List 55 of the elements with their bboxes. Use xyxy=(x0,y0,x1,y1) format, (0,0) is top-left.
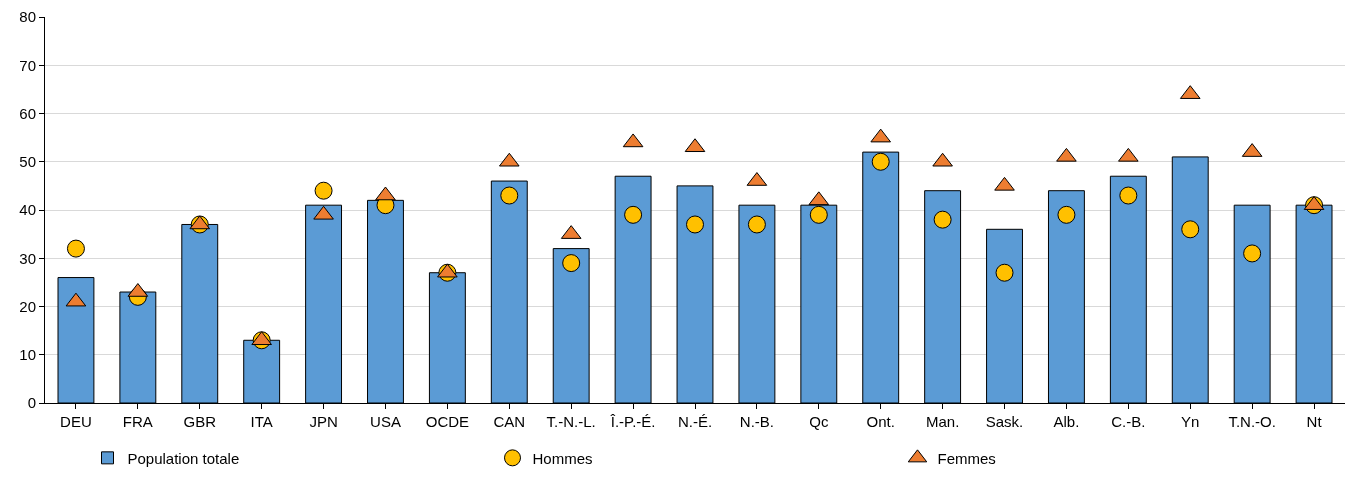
y-tick-label: 70 xyxy=(19,56,36,74)
x-tick-label: JPN xyxy=(309,413,338,430)
y-tick-label: 30 xyxy=(19,249,36,267)
point xyxy=(1118,147,1139,162)
x-tick-label: ITA xyxy=(250,413,273,430)
x-tick-label: USA xyxy=(370,413,401,430)
point xyxy=(1243,244,1262,263)
point xyxy=(932,152,953,167)
x-tick-label: N.-É. xyxy=(677,413,713,430)
x-tick-label: N.-B. xyxy=(739,413,774,430)
y-tick-label: 0 xyxy=(27,394,36,412)
x-tick-label: Alb. xyxy=(1053,413,1080,430)
y-tick-label: 20 xyxy=(19,297,36,315)
point xyxy=(1119,186,1138,205)
point xyxy=(933,210,952,229)
legend-label: Hommes xyxy=(532,449,593,467)
x-tick-label: Man. xyxy=(925,413,960,430)
x-tick-label: OCDE xyxy=(425,413,470,430)
x-tick-label: Ont. xyxy=(866,413,895,430)
point xyxy=(1057,205,1076,224)
point xyxy=(500,186,519,205)
x-tick-label: DEU xyxy=(60,413,92,430)
x-tick-label: T.N.-O. xyxy=(1228,413,1276,430)
point xyxy=(686,215,704,234)
point xyxy=(809,205,828,224)
point xyxy=(1181,220,1200,239)
x-tick-label: C.-B. xyxy=(1111,413,1146,430)
point xyxy=(314,181,333,200)
y-tick-label: 40 xyxy=(19,201,36,219)
y-tick-label: 80 xyxy=(19,8,36,26)
point xyxy=(66,239,85,258)
point xyxy=(375,186,396,201)
point xyxy=(994,176,1015,191)
x-tick-label: Î.-P.-É. xyxy=(609,413,656,430)
x-tick-label: T.-N.-L. xyxy=(546,413,596,430)
x-tick-label: Yn xyxy=(1181,413,1200,430)
x-tick-label: FRA xyxy=(122,413,153,430)
x-tick-label: Nt xyxy=(1306,413,1323,430)
point xyxy=(1056,147,1077,162)
point xyxy=(871,152,890,171)
y-tick-label: 10 xyxy=(19,346,36,363)
point xyxy=(313,205,334,220)
y-tick-label: 50 xyxy=(19,153,36,170)
x-tick-label: GBR xyxy=(183,413,217,430)
point xyxy=(562,254,581,273)
point xyxy=(995,263,1014,282)
x-tick-label: CAN xyxy=(493,413,526,430)
point xyxy=(747,215,766,234)
legend-label: Population totale xyxy=(127,449,240,467)
x-tick-label: Qc xyxy=(809,413,829,430)
point xyxy=(437,263,458,278)
point xyxy=(624,205,643,224)
y-tick-label: 60 xyxy=(19,104,36,122)
x-tick-label: Sask. xyxy=(985,413,1024,430)
legend-label: Femmes xyxy=(937,449,996,467)
